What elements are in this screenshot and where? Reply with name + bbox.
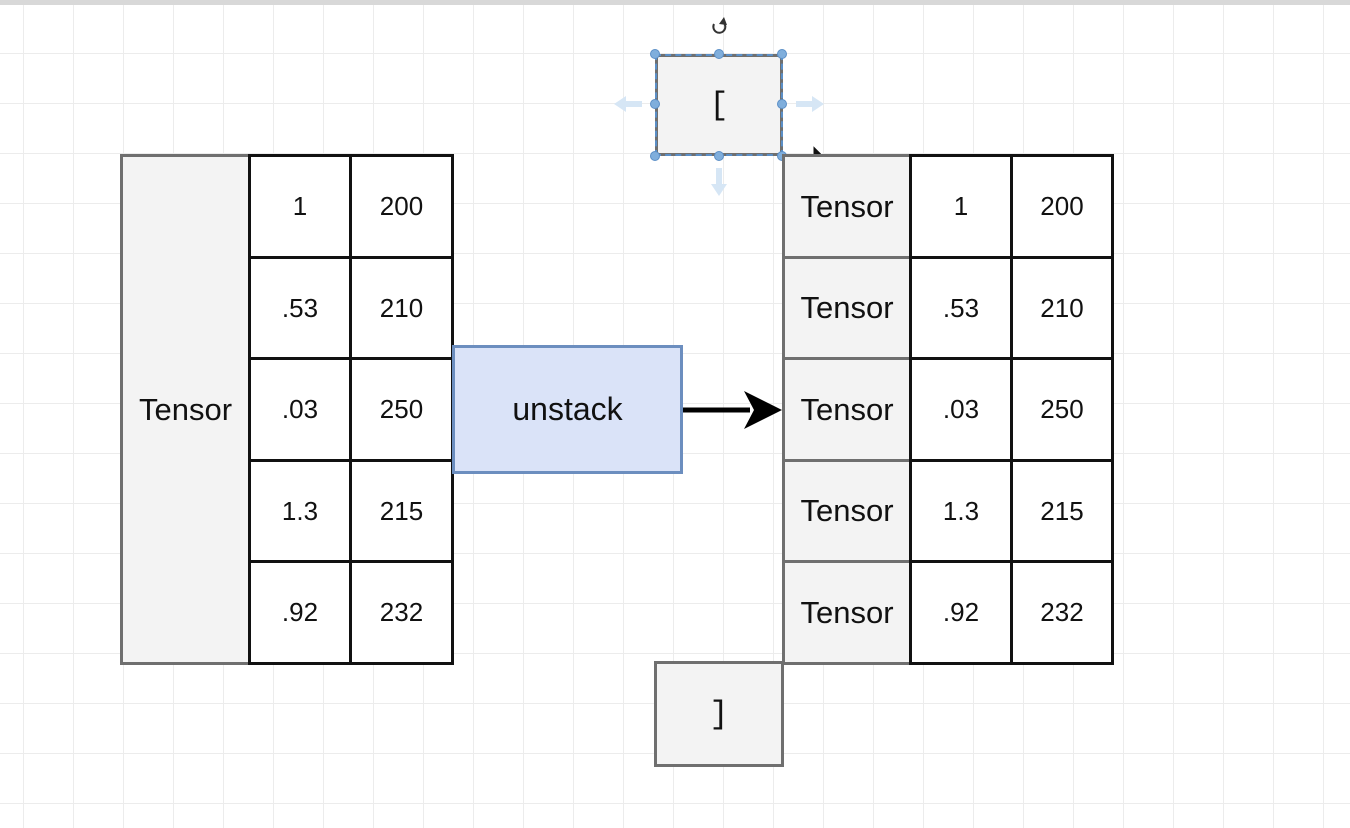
result-tensor-label[interactable]: Tensor: [782, 560, 912, 665]
result-tensor-label[interactable]: Tensor: [782, 154, 912, 259]
result-cell[interactable]: .53: [909, 256, 1013, 360]
left-cell[interactable]: .03: [248, 357, 352, 462]
left-cell[interactable]: .92: [248, 560, 352, 665]
close-bracket-box[interactable]: ]: [654, 661, 784, 767]
arrow-head: [744, 391, 782, 429]
resize-handle[interactable]: [650, 99, 660, 109]
left-cell[interactable]: 210: [349, 256, 454, 360]
left-cell[interactable]: 1.3: [248, 459, 352, 563]
result-tensor-label[interactable]: Tensor: [782, 459, 912, 563]
result-cell[interactable]: 1.3: [909, 459, 1013, 563]
result-cell[interactable]: 200: [1010, 154, 1114, 259]
result-cell[interactable]: .03: [909, 357, 1013, 462]
result-cell[interactable]: 232: [1010, 560, 1114, 665]
rotate-icon[interactable]: [712, 17, 727, 34]
canvas-top-border: [0, 0, 1350, 5]
resize-handle[interactable]: [777, 49, 787, 59]
result-cell[interactable]: .92: [909, 560, 1013, 665]
result-tensor-label[interactable]: Tensor: [782, 357, 912, 462]
connect-arrow-left-icon[interactable]: [614, 96, 642, 112]
unstack-operation-box[interactable]: unstack: [452, 345, 683, 474]
resize-handle[interactable]: [714, 49, 724, 59]
connect-arrow-right-icon[interactable]: [796, 96, 824, 112]
left-cell[interactable]: 215: [349, 459, 454, 563]
result-tensor-label[interactable]: Tensor: [782, 256, 912, 360]
result-cell[interactable]: 1: [909, 154, 1013, 259]
left-cell[interactable]: 232: [349, 560, 454, 665]
result-cell[interactable]: 210: [1010, 256, 1114, 360]
result-cell[interactable]: 250: [1010, 357, 1114, 462]
resize-handle[interactable]: [650, 49, 660, 59]
result-cell[interactable]: 215: [1010, 459, 1114, 563]
resize-handle[interactable]: [714, 151, 724, 161]
connect-arrow-down-icon[interactable]: [711, 168, 727, 196]
resize-handle[interactable]: [650, 151, 660, 161]
resize-handle[interactable]: [777, 99, 787, 109]
left-tensor-label[interactable]: Tensor: [120, 154, 251, 665]
